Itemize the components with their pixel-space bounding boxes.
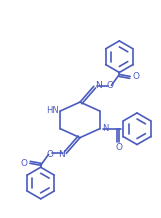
Text: O: O (107, 81, 114, 90)
Text: O: O (133, 72, 140, 81)
Text: N: N (95, 81, 102, 90)
Text: HN: HN (46, 106, 59, 116)
Text: O: O (116, 143, 123, 152)
Text: N: N (102, 124, 109, 133)
Text: N: N (58, 150, 65, 159)
Text: O: O (20, 159, 28, 168)
Text: O: O (46, 150, 53, 159)
